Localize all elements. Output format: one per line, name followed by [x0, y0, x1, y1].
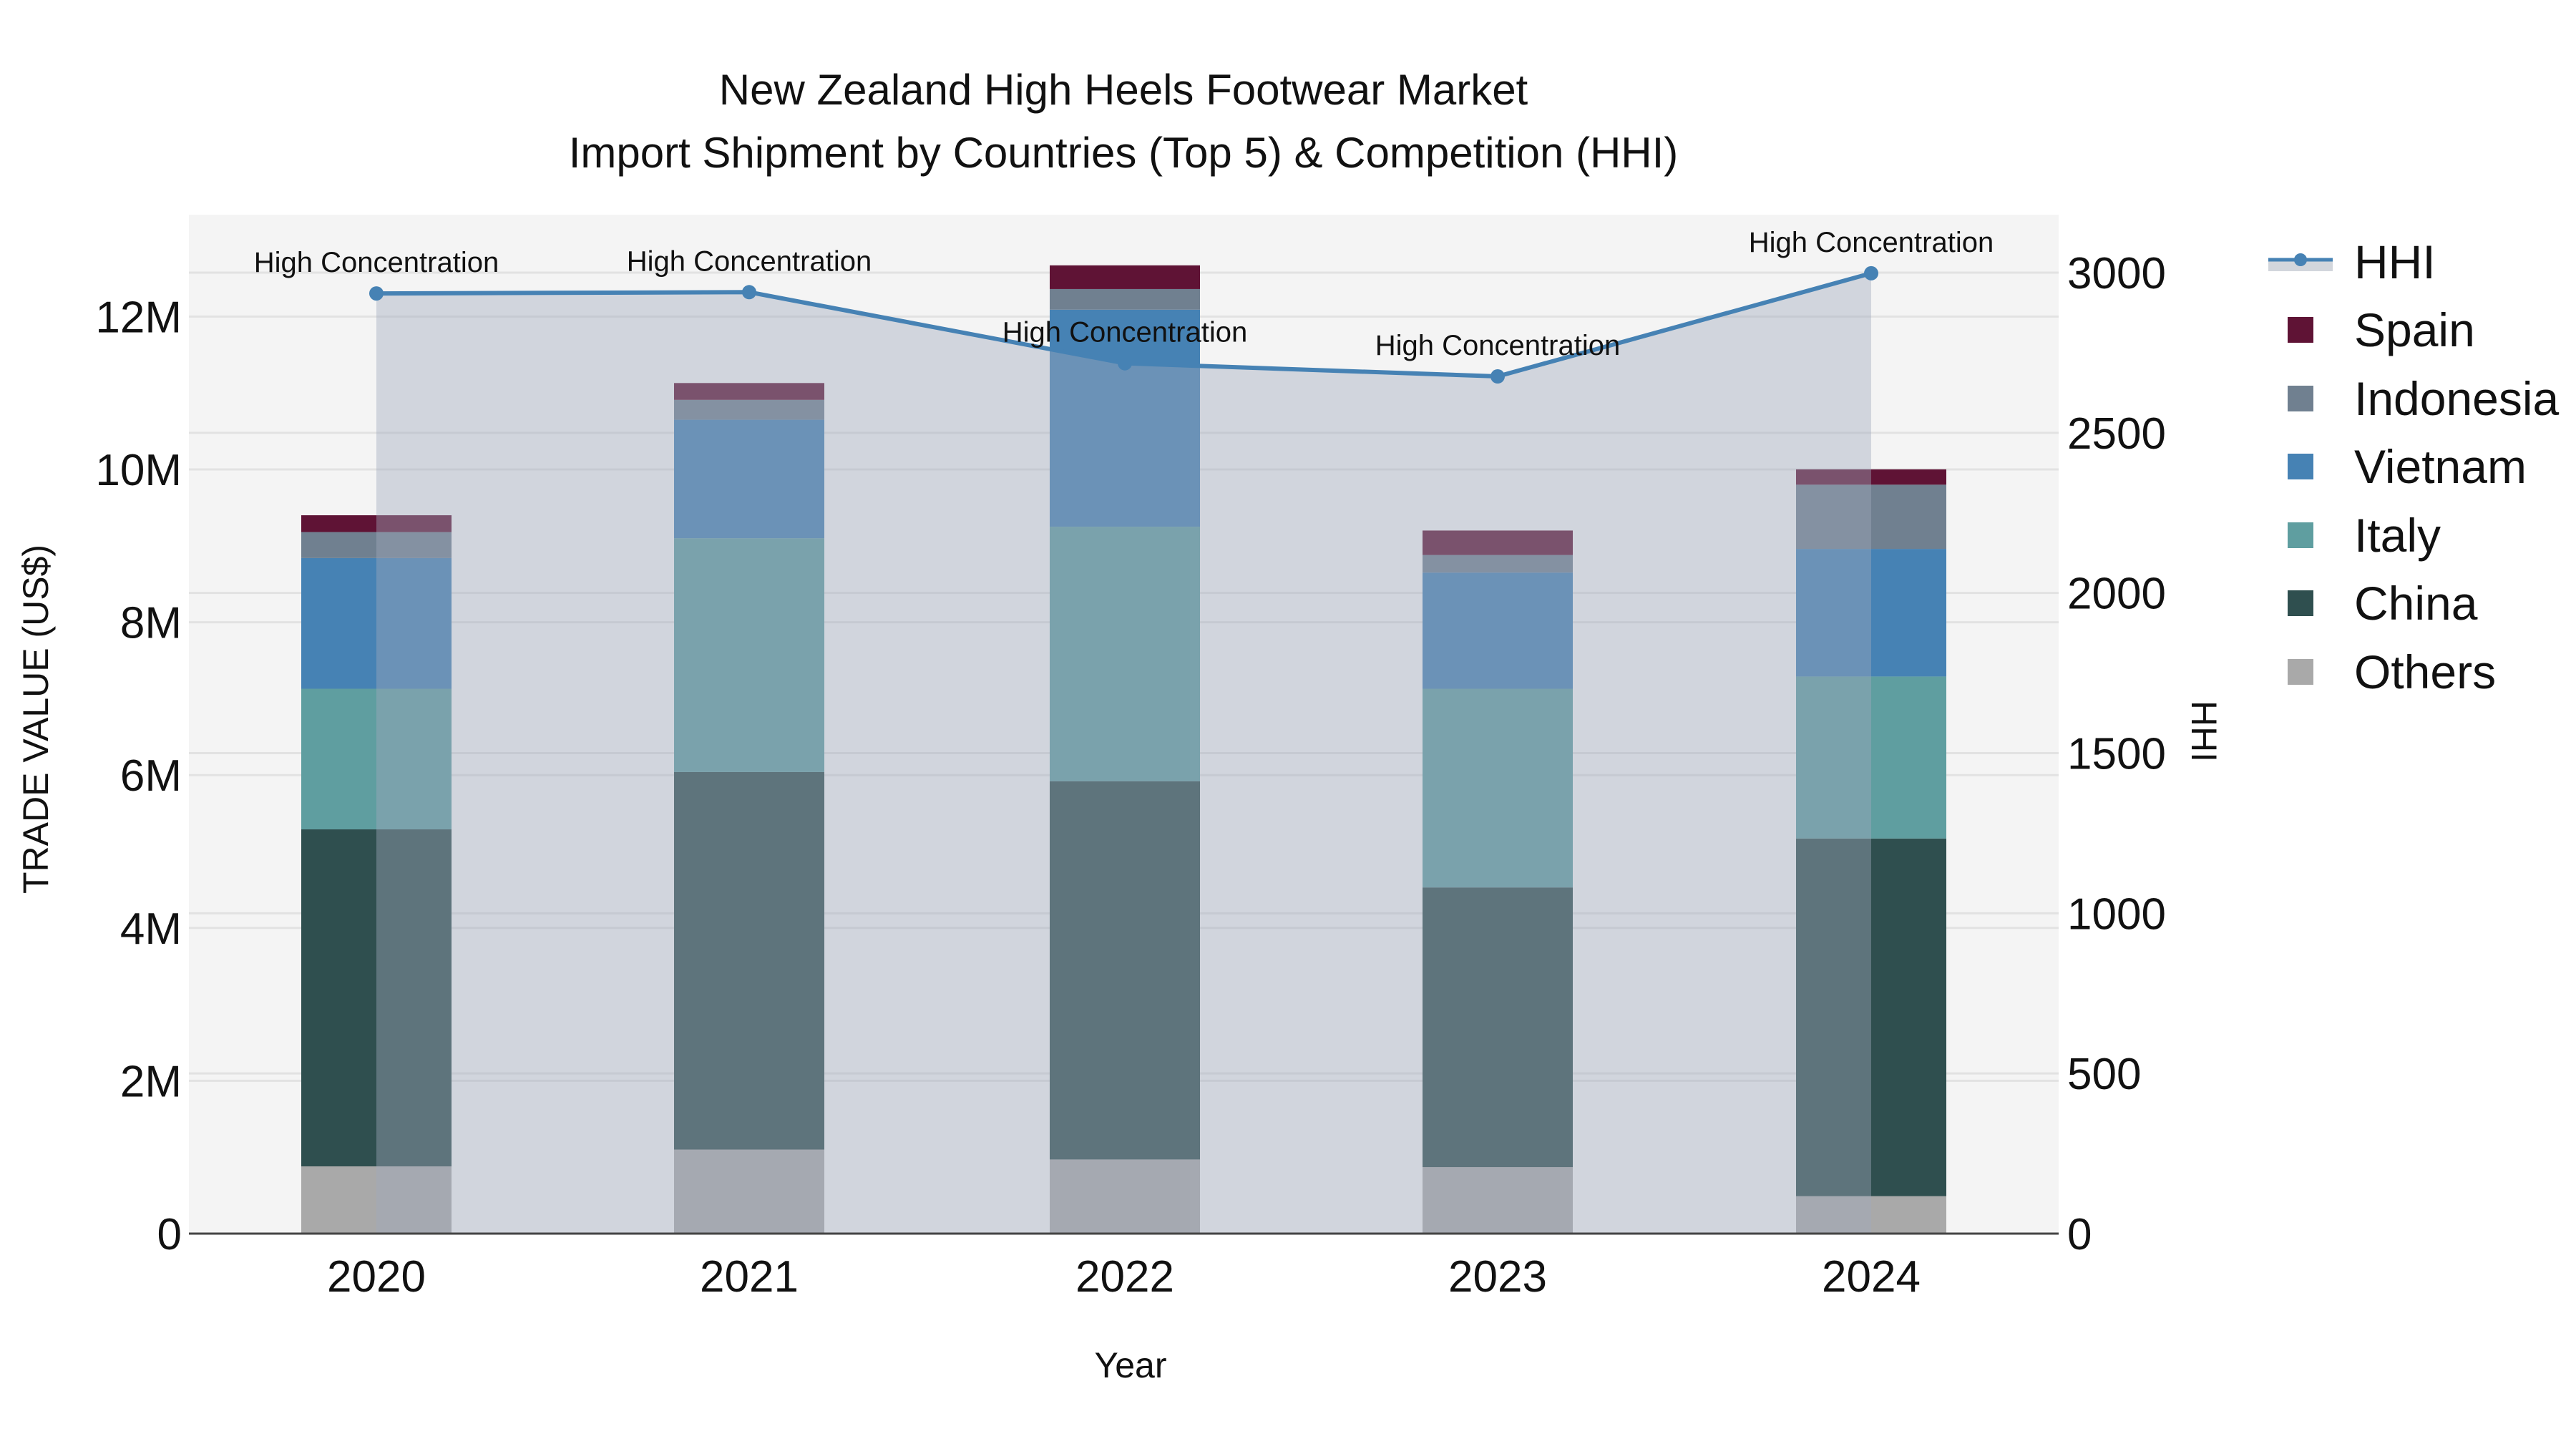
- y-left-tick-label: 12M: [95, 293, 182, 342]
- bar-segment-italy[interactable]: [674, 538, 824, 772]
- bar-segment-spain[interactable]: [1050, 265, 1200, 289]
- bar-segment-vietnam[interactable]: [674, 419, 824, 539]
- hhi-annotation: High Concentration: [1375, 330, 1620, 361]
- hhi-marker[interactable]: [1491, 369, 1505, 384]
- bar-segment-vietnam[interactable]: [1796, 549, 1946, 677]
- legend-item-vietnam[interactable]: Vietnam: [2268, 433, 2559, 502]
- y-axis-left-title: TRADE VALUE (US$): [16, 544, 56, 894]
- y-right-tick-label: 0: [2067, 1210, 2092, 1259]
- x-axis-title: Year: [1094, 1345, 1166, 1385]
- hhi-marker[interactable]: [742, 285, 756, 300]
- y-right-tick-label: 2000: [2067, 570, 2166, 619]
- y-left-tick-label: 2M: [120, 1057, 182, 1106]
- legend-item-others[interactable]: Others: [2268, 638, 2559, 706]
- bar-segment-italy[interactable]: [301, 688, 452, 830]
- bar-segment-indonesia[interactable]: [1796, 484, 1946, 550]
- bar-segment-others[interactable]: [674, 1149, 824, 1234]
- y-right-tick-label: 2500: [2067, 409, 2166, 459]
- y-right-tick-label: 500: [2067, 1050, 2141, 1099]
- hhi-area: [376, 273, 1871, 1234]
- bar-segment-china[interactable]: [1423, 887, 1573, 1168]
- chart-title-line1: New Zealand High Heels Footwear Market: [718, 66, 1528, 114]
- bar-segment-italy[interactable]: [1423, 688, 1573, 888]
- x-tick-label: 2020: [327, 1252, 426, 1302]
- legend-label: Spain: [2354, 303, 2475, 357]
- y-left-tick-label: 6M: [120, 751, 182, 801]
- bar-segment-indonesia[interactable]: [674, 399, 824, 420]
- x-tick-label: 2021: [700, 1252, 799, 1302]
- legend-label: China: [2354, 577, 2478, 630]
- color-swatch-icon: [2268, 385, 2333, 411]
- legend-item-hhi[interactable]: HHI: [2268, 228, 2559, 296]
- y-right-tick-label: 1500: [2067, 730, 2166, 779]
- y-right-tick-label: 3000: [2067, 249, 2166, 298]
- bar-stack-2024[interactable]: [1796, 469, 1946, 1234]
- bar-segment-china[interactable]: [1796, 838, 1946, 1196]
- color-swatch-icon: [2268, 658, 2333, 685]
- hhi-annotation: High Concentration: [1749, 227, 1994, 258]
- hhi-annotation: High Concentration: [254, 247, 499, 278]
- legend-label: Indonesia: [2354, 371, 2560, 425]
- bar-segment-indonesia[interactable]: [1423, 555, 1573, 573]
- bar-segment-vietnam[interactable]: [301, 557, 452, 689]
- bar-segment-italy[interactable]: [1050, 527, 1200, 781]
- bar-stack-2022[interactable]: [1050, 265, 1200, 1234]
- x-tick-label: 2024: [1822, 1252, 1921, 1302]
- legend-item-indonesia[interactable]: Indonesia: [2268, 364, 2559, 433]
- hhi-marker[interactable]: [1864, 265, 1878, 280]
- legend-label: Others: [2354, 645, 2497, 698]
- hhi-annotation: High Concentration: [1002, 317, 1247, 348]
- color-swatch-icon: [2268, 590, 2333, 617]
- y-left-tick-label: 10M: [95, 446, 182, 495]
- bar-segment-china[interactable]: [301, 829, 452, 1167]
- bar-segment-others[interactable]: [1423, 1167, 1573, 1234]
- hhi-marker[interactable]: [369, 286, 384, 301]
- bar-segment-spain[interactable]: [674, 383, 824, 400]
- bar-segment-others[interactable]: [1796, 1196, 1946, 1234]
- legend-label: Italy: [2354, 508, 2441, 562]
- bar-segment-others[interactable]: [1050, 1159, 1200, 1234]
- bar-segment-vietnam[interactable]: [1050, 309, 1200, 527]
- x-tick-label: 2022: [1075, 1252, 1174, 1302]
- bar-segment-spain[interactable]: [1796, 469, 1946, 485]
- bar-segment-spain[interactable]: [301, 515, 452, 532]
- color-swatch-icon: [2268, 522, 2333, 548]
- legend: HHI Spain Indonesia Vietnam Italy China Others: [2268, 228, 2559, 706]
- bar-segment-china[interactable]: [1050, 781, 1200, 1160]
- color-swatch-icon: [2268, 317, 2333, 343]
- y-left-tick-label: 8M: [120, 599, 182, 648]
- y-right-tick-label: 1000: [2067, 889, 2166, 939]
- bar-segment-spain[interactable]: [1423, 530, 1573, 555]
- bar-segment-indonesia[interactable]: [301, 532, 452, 558]
- legend-label: HHI: [2354, 235, 2436, 288]
- bar-segment-italy[interactable]: [1796, 676, 1946, 839]
- bar-segment-vietnam[interactable]: [1423, 572, 1573, 689]
- color-swatch-icon: [2268, 454, 2333, 480]
- bar-segment-others[interactable]: [301, 1166, 452, 1234]
- y-axis-right-title: HHI: [2184, 701, 2224, 763]
- bar-stack-2023[interactable]: [1423, 530, 1573, 1234]
- x-tick-label: 2023: [1448, 1252, 1547, 1302]
- hhi-annotation: High Concentration: [627, 245, 872, 277]
- legend-label: Vietnam: [2354, 440, 2527, 494]
- legend-item-spain[interactable]: Spain: [2268, 296, 2559, 365]
- y-left-tick-label: 4M: [120, 904, 182, 954]
- bar-stack-2021[interactable]: [674, 383, 824, 1234]
- legend-item-italy[interactable]: Italy: [2268, 501, 2559, 570]
- bar-stack-2020[interactable]: [301, 515, 452, 1234]
- y-left-tick-label: 0: [157, 1210, 182, 1259]
- bar-segment-indonesia[interactable]: [1050, 288, 1200, 310]
- line-marker-icon: [2268, 251, 2333, 273]
- bar-segment-china[interactable]: [674, 771, 824, 1150]
- legend-item-china[interactable]: China: [2268, 570, 2559, 638]
- chart-title-line2: Import Shipment by Countries (Top 5) & C…: [568, 129, 1679, 177]
- hhi-marker[interactable]: [1118, 356, 1132, 371]
